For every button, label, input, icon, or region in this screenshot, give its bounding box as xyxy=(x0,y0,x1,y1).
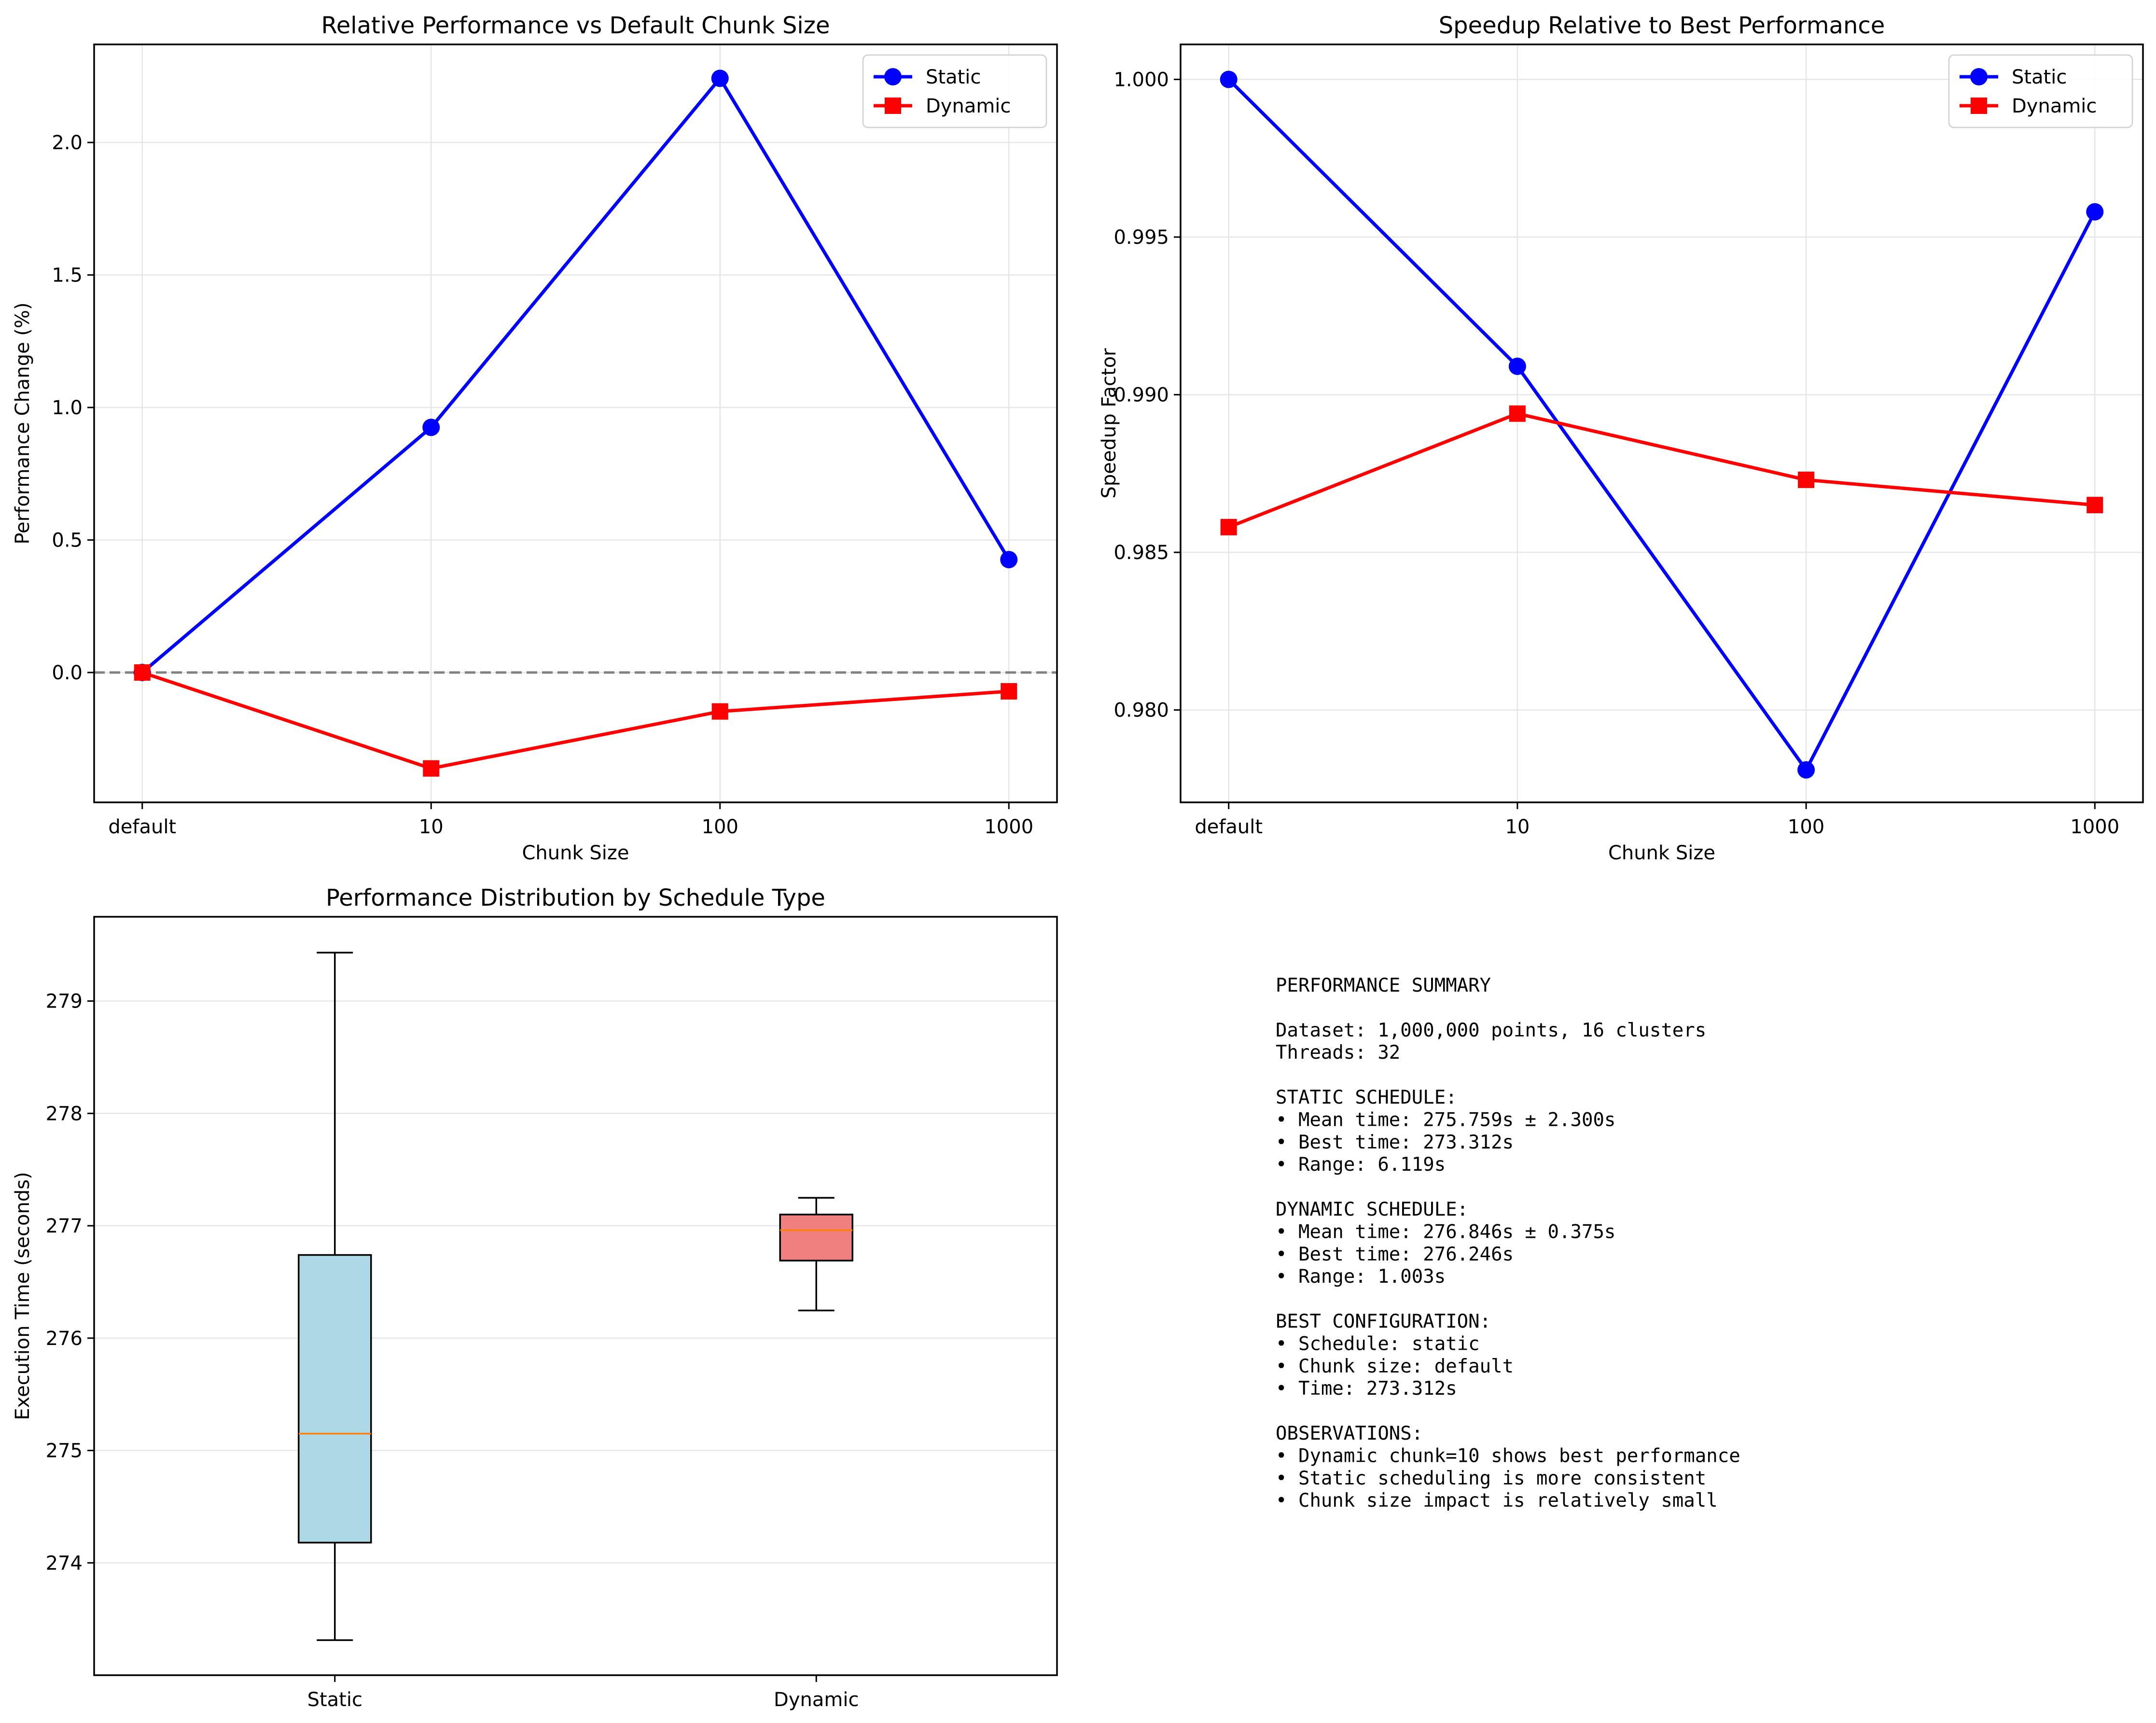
summary-line: • Range: 6.119s xyxy=(1276,1154,1446,1176)
y-axis-label: Execution Time (seconds) xyxy=(12,1172,34,1420)
data-point-dynamic xyxy=(711,703,728,720)
x-tick-label: default xyxy=(108,816,176,838)
summary-line: Threads: 32 xyxy=(1276,1042,1400,1064)
data-point-static xyxy=(1220,70,1238,88)
data-point-static xyxy=(1797,761,1815,779)
data-point-dynamic xyxy=(423,760,440,777)
y-tick-label: 1.0 xyxy=(52,397,83,419)
legend-marker xyxy=(884,68,902,85)
legend-marker xyxy=(1971,98,1987,114)
y-axis-label: Speedup Factor xyxy=(1098,348,1120,499)
y-tick-label: 1.5 xyxy=(52,265,83,287)
legend-label: Static xyxy=(2012,66,2067,88)
x-axis-label: Chunk Size xyxy=(1608,842,1715,864)
series-line-dynamic xyxy=(141,671,1009,770)
y-tick-label: 0.5 xyxy=(52,530,83,552)
x-tick-label: Static xyxy=(307,1689,362,1711)
summary-line: • Dynamic chunk=10 shows best performanc… xyxy=(1276,1445,1740,1467)
relative-performance-chart: default 10 100 1000 0.0 0.5 1.0 1.5 2.0 Relative … xyxy=(12,12,1058,864)
legend-entry-static: Static xyxy=(1960,66,2067,88)
legend-marker xyxy=(885,98,901,114)
x-tick-label: 100 xyxy=(702,816,738,838)
legend: Static Dynamic xyxy=(1948,54,2133,128)
data-point-static xyxy=(711,70,729,87)
data-point-dynamic xyxy=(1220,518,1237,535)
x-tick-label: Dynamic xyxy=(774,1689,859,1711)
speedup-chart: default 10 100 1000 0.980 0.985 0.990 0.995 1.00… xyxy=(1098,12,2144,864)
interquartile-box xyxy=(298,1254,372,1544)
x-tick-label: 1000 xyxy=(2070,816,2119,838)
summary-line: • Time: 273.312s xyxy=(1276,1378,1457,1400)
data-point-static xyxy=(1000,551,1018,569)
legend-label: Dynamic xyxy=(2012,95,2097,117)
y-tick-label: 274 xyxy=(46,1552,83,1574)
summary-line: • Best time: 276.246s xyxy=(1276,1244,1514,1265)
legend-box xyxy=(862,54,1047,128)
legend-entry-dynamic: Dynamic xyxy=(874,95,1011,117)
y-tick-label: 0.990 xyxy=(1113,384,1169,406)
summary-line: BEST CONFIGURATION: xyxy=(1276,1311,1491,1332)
summary-line: • Static scheduling is more consistent xyxy=(1276,1468,1706,1489)
y-tick-label: 276 xyxy=(46,1328,83,1350)
summary-line: • Chunk size impact is relatively small xyxy=(1276,1490,1718,1512)
summary-line: OBSERVATIONS: xyxy=(1276,1423,1423,1444)
y-tick-label: 1.000 xyxy=(1113,69,1169,91)
summary-line: • Mean time: 275.759s ± 2.300s xyxy=(1276,1109,1615,1131)
data-point-dynamic xyxy=(1798,471,1815,488)
x-tick-label: 100 xyxy=(1788,816,1824,838)
chart-title: Performance Distribution by Schedule Typ… xyxy=(326,884,825,911)
data-point-dynamic xyxy=(2086,497,2103,514)
summary-line: • Mean time: 276.846s ± 0.375s xyxy=(1276,1221,1615,1243)
data-point-dynamic xyxy=(1509,405,1526,422)
summary-line: DYNAMIC SCHEDULE: xyxy=(1276,1199,1468,1220)
y-tick-label: 0.995 xyxy=(1113,226,1169,249)
summary-line: PERFORMANCE SUMMARY xyxy=(1276,975,1491,996)
plot-frame xyxy=(93,916,1058,1676)
plot-frame xyxy=(93,43,1058,803)
plot-frame xyxy=(1180,43,2144,803)
legend: Static Dynamic xyxy=(862,54,1047,128)
chart-title: Relative Performance vs Default Chunk Si… xyxy=(321,12,830,39)
series-line-static xyxy=(141,76,1011,674)
legend-label: Dynamic xyxy=(926,95,1011,117)
y-tick-label: 2.0 xyxy=(52,132,83,154)
x-tick-label: 1000 xyxy=(984,816,1033,838)
summary-line: • Best time: 273.312s xyxy=(1276,1132,1514,1153)
data-point-static xyxy=(422,419,440,436)
y-tick-label: 279 xyxy=(46,991,83,1013)
summary-line: Dataset: 1,000,000 points, 16 clusters xyxy=(1276,1020,1706,1041)
y-tick-label: 275 xyxy=(46,1440,83,1462)
data-point-dynamic xyxy=(134,664,151,681)
distribution-boxplot: Static Dynamic 274 275 276 277 278 279 Performan… xyxy=(12,884,1058,1711)
y-axis-label: Performance Change (%) xyxy=(12,302,34,544)
data-point-dynamic xyxy=(1001,683,1017,700)
box-static xyxy=(298,952,372,1641)
data-point-static xyxy=(2086,203,2104,221)
summary-line: STATIC SCHEDULE: xyxy=(1276,1087,1457,1108)
legend-entry-static: Static xyxy=(874,66,981,88)
x-tick-label: default xyxy=(1195,816,1263,838)
interquartile-box xyxy=(779,1214,853,1261)
y-tick-label: 0.0 xyxy=(52,662,83,684)
summary-line: • Chunk size: default xyxy=(1276,1356,1514,1377)
performance-summary: PERFORMANCE SUMMARY Dataset: 1,000,000 po… xyxy=(1276,975,1740,1512)
y-tick-label: 0.980 xyxy=(1113,700,1169,722)
summary-line: • Range: 1.003s xyxy=(1276,1266,1446,1288)
x-tick-label: 10 xyxy=(1505,816,1530,838)
legend-box xyxy=(1948,54,2133,128)
legend-label: Static xyxy=(926,66,981,88)
legend-marker xyxy=(1970,68,1988,85)
chart-title: Speedup Relative to Best Performance xyxy=(1439,12,1885,39)
y-tick-label: 0.985 xyxy=(1113,542,1169,564)
x-axis-label: Chunk Size xyxy=(522,842,629,864)
x-tick-label: 10 xyxy=(419,816,444,838)
series-line-dynamic xyxy=(1228,412,2095,529)
box-dynamic xyxy=(779,1197,853,1312)
legend-entry-dynamic: Dynamic xyxy=(1960,95,2097,117)
data-point-static xyxy=(1508,357,1526,375)
summary-line: • Schedule: static xyxy=(1276,1333,1480,1355)
y-tick-label: 277 xyxy=(46,1215,83,1237)
y-tick-label: 278 xyxy=(46,1103,83,1125)
